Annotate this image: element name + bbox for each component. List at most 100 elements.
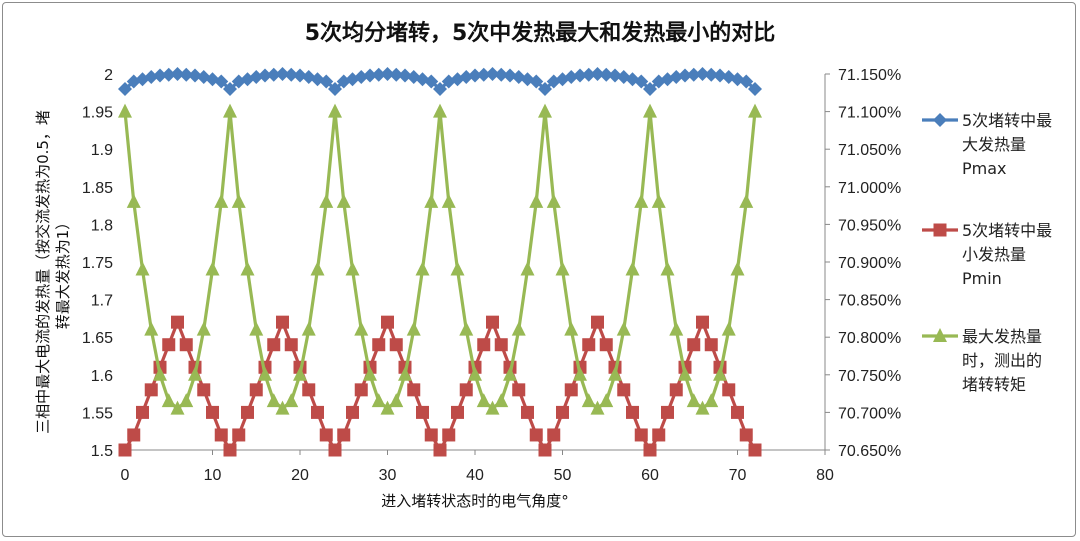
series-3-point <box>511 321 526 336</box>
series-3-point <box>424 193 439 208</box>
series-2-point <box>328 443 342 457</box>
plot-series <box>118 67 762 457</box>
series-2-point <box>206 405 219 419</box>
series-2-point <box>241 405 254 419</box>
y-tick-label: 1.85 <box>82 180 113 197</box>
series-3-point <box>476 393 491 408</box>
series-3-point <box>485 400 500 415</box>
series-2-point <box>652 428 666 442</box>
series-3-point <box>179 393 194 408</box>
series-2-point <box>687 338 701 352</box>
series-2-point <box>127 428 141 442</box>
series-1-point <box>153 68 167 83</box>
series-3-point <box>223 103 237 118</box>
series-3-point <box>345 261 360 276</box>
series-1-point <box>161 67 176 82</box>
y2-tick-label: 70.900% <box>838 255 901 272</box>
x-tick-label: 60 <box>641 467 659 484</box>
series-2-point <box>223 443 237 457</box>
series-3-point <box>249 321 264 336</box>
series-2-point <box>696 315 709 329</box>
series-3-point <box>301 321 316 336</box>
series-2-point <box>372 338 386 352</box>
series-3-point <box>398 366 412 381</box>
series-3-point <box>634 193 649 208</box>
series-2-point <box>389 338 403 352</box>
legend-label: 5次堵转中最 <box>962 221 1052 240</box>
series-2-point <box>748 443 762 457</box>
series-3-line <box>123 109 757 411</box>
x-tick-label: 40 <box>466 467 484 484</box>
series-3-point <box>468 366 482 381</box>
series-3-point <box>608 366 622 381</box>
x-tick-label: 10 <box>204 467 222 484</box>
series-3-point <box>144 321 159 336</box>
y2-tick-label: 71.000% <box>838 180 901 197</box>
series-3-point <box>275 400 290 415</box>
series-2-point <box>547 428 561 442</box>
series-1-point <box>678 68 692 83</box>
series-3-point <box>336 193 351 208</box>
series-2 <box>118 315 762 457</box>
y-tick-label: 2 <box>104 67 113 84</box>
series-1-point <box>573 68 587 83</box>
series-1-point <box>179 67 194 82</box>
y2-tick-label: 70.950% <box>838 217 901 234</box>
series-3-point <box>546 193 561 208</box>
series-2-point <box>661 405 674 419</box>
series-2-point <box>337 428 351 442</box>
series-2-point <box>731 405 744 419</box>
series-1-point <box>564 70 579 85</box>
series-2-point <box>442 428 456 442</box>
legend-label: 最大发热量 <box>962 327 1042 346</box>
series-1-point <box>476 67 491 82</box>
series-2-point <box>354 383 368 397</box>
series-3-point <box>284 393 299 408</box>
y-axis-title: 三相中最大电流的发热量（按交流发热为0.5，堵 转最大发热为1） <box>34 110 72 434</box>
series-2-point <box>739 428 753 442</box>
y-tick-label: 1.6 <box>91 368 113 385</box>
series-2-point <box>284 338 298 352</box>
series-1-point <box>503 68 517 83</box>
series-3-point <box>739 193 754 208</box>
series-1-point <box>118 82 132 97</box>
series-3-point <box>135 261 150 276</box>
series-3-point <box>240 261 255 276</box>
series-1-point <box>266 67 281 82</box>
series-3-point <box>651 193 666 208</box>
y-axis-title-line-1: 三相中最大电流的发热量（按交流发热为0.5，堵 <box>34 110 52 434</box>
y-axis-title-line-2: 转最大发热为1） <box>54 215 72 330</box>
series-3-point <box>363 366 377 381</box>
series-3-point <box>214 193 229 208</box>
series-3-point <box>371 393 386 408</box>
series-3-point <box>616 321 631 336</box>
series-1-point <box>599 67 614 82</box>
series-2-point <box>416 405 429 419</box>
x-tick-label: 30 <box>379 467 397 484</box>
series-3-point <box>459 321 474 336</box>
series-1-point <box>634 74 649 89</box>
series-3-point <box>415 261 430 276</box>
series-3-point <box>748 103 762 118</box>
series-3-point <box>170 400 185 415</box>
series-2-point <box>529 428 543 442</box>
series-1-point <box>380 67 395 81</box>
series-1-point <box>293 68 307 83</box>
series-2-point <box>722 383 736 397</box>
series-3-point <box>196 321 211 336</box>
series-1-point <box>371 67 386 82</box>
y-tick-labels: 2 1.95 1.9 1.85 1.8 1.75 1.7 1.65 1.6 1.55 1.5 <box>82 67 113 460</box>
series-1-point <box>170 67 185 81</box>
y-tick-label: 1.8 <box>91 217 113 234</box>
series-2-point <box>486 315 499 329</box>
series-1-point <box>214 74 229 89</box>
series-2-point <box>346 405 359 419</box>
series-1-point <box>669 70 684 85</box>
x-tick-label: 0 <box>121 467 130 484</box>
series-2-point <box>162 338 176 352</box>
x-axis-title: 进入堵转状态时的电气角度° <box>381 492 569 510</box>
series-2-point <box>459 383 473 397</box>
